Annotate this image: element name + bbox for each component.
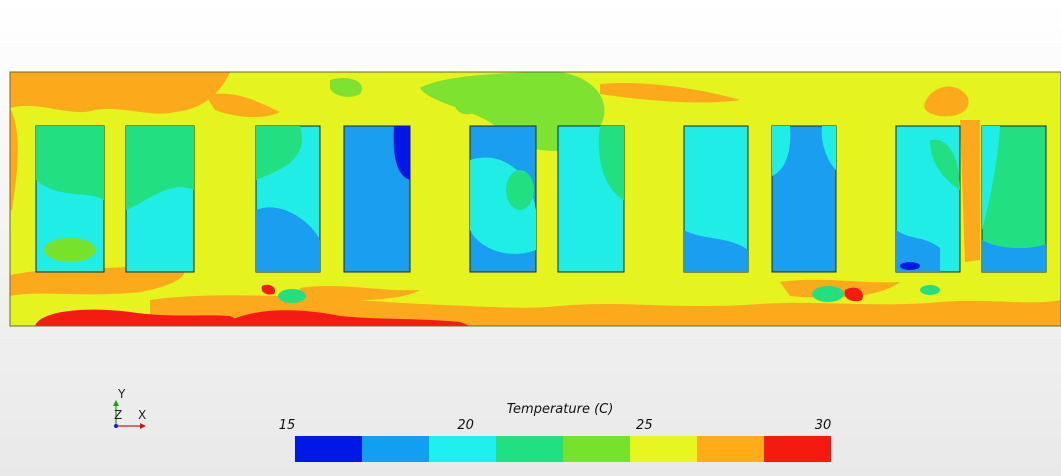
colorbar-bin-6	[630, 436, 697, 462]
hot-zone-floor-left	[35, 309, 250, 326]
cool-eddy-left	[278, 289, 306, 303]
legend-tick-label: 20	[457, 418, 474, 433]
axis-triad-icon	[113, 400, 146, 429]
axis-x-label: X	[138, 408, 147, 422]
warm-streak-lower-mid	[300, 286, 420, 301]
window-panel-9	[895, 125, 961, 273]
axis-y-label: Y	[118, 387, 126, 401]
warm-blob-right	[924, 86, 969, 117]
cool-eddy-far-right	[920, 285, 940, 295]
warm-zone-left-edge	[10, 108, 18, 210]
window-panel-7	[683, 125, 749, 273]
legend-title: Temperature (C)	[506, 402, 614, 417]
mild-blob-center	[454, 96, 478, 115]
colorbar-bin-4	[496, 436, 563, 462]
hot-spot-left	[261, 284, 276, 295]
mild-blob-top-left	[330, 77, 362, 97]
warm-zone-top-left	[10, 72, 230, 114]
window-panel-10	[981, 125, 1047, 273]
colorbar-bin-5	[563, 436, 630, 462]
colorbar-bin-7	[697, 436, 764, 462]
warm-streak-top-right	[600, 82, 740, 103]
legend-tick-label: 15	[278, 418, 296, 433]
warm-streak-bottom	[150, 295, 1061, 326]
warm-zone-right-edge	[960, 120, 980, 262]
warm-streak-top-mid	[205, 93, 280, 118]
axis-triad: Y Z X	[108, 386, 156, 432]
window-panel-3	[255, 125, 321, 273]
window-panel-8	[771, 125, 837, 273]
window-panel-6	[557, 125, 625, 273]
legend-tick-label: 25	[636, 418, 653, 433]
window-panel-2	[125, 125, 195, 273]
hot-zone-floor-mid	[220, 310, 470, 326]
temperature-colorbar	[295, 436, 831, 462]
legend-tick-label: 30	[814, 418, 832, 433]
hot-spot-right	[844, 287, 863, 302]
domain-outline	[9, 71, 1061, 327]
colorbar-bin-3	[429, 436, 496, 462]
colorbar-bin-2	[362, 436, 429, 462]
window-panel-4	[343, 125, 411, 273]
window-panel-5	[469, 125, 537, 273]
window-panel-1	[35, 125, 105, 273]
colorbar-bin-8	[764, 436, 831, 462]
colorbar-bin-1	[295, 436, 362, 462]
axis-z-label: Z	[114, 408, 123, 422]
cool-eddy-right	[812, 286, 844, 302]
